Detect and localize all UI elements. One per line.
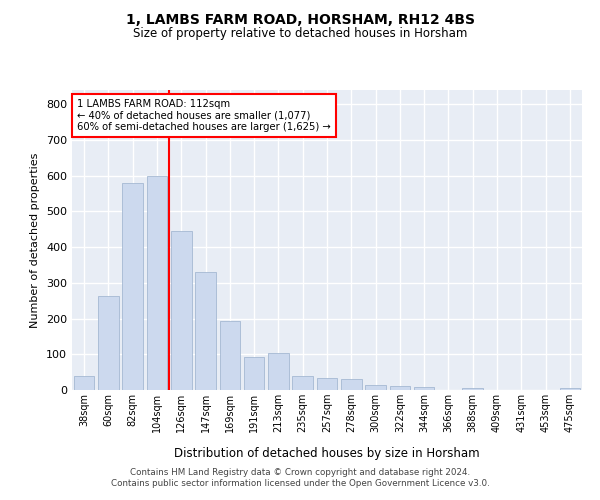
Bar <box>220 322 240 390</box>
Text: Contains HM Land Registry data © Crown copyright and database right 2024.
Contai: Contains HM Land Registry data © Crown c… <box>110 468 490 487</box>
Bar <box>365 384 386 390</box>
Text: Distribution of detached houses by size in Horsham: Distribution of detached houses by size … <box>174 448 480 460</box>
Bar <box>171 231 191 390</box>
Bar <box>98 296 119 390</box>
Text: 1, LAMBS FARM ROAD, HORSHAM, RH12 4BS: 1, LAMBS FARM ROAD, HORSHAM, RH12 4BS <box>125 12 475 26</box>
Bar <box>317 378 337 390</box>
Bar <box>414 387 434 390</box>
Bar <box>341 380 362 390</box>
Bar <box>74 376 94 390</box>
Bar <box>146 176 167 390</box>
Text: Size of property relative to detached houses in Horsham: Size of property relative to detached ho… <box>133 28 467 40</box>
Bar <box>389 386 410 390</box>
Text: 1 LAMBS FARM ROAD: 112sqm
← 40% of detached houses are smaller (1,077)
60% of se: 1 LAMBS FARM ROAD: 112sqm ← 40% of detac… <box>77 99 331 132</box>
Bar <box>292 376 313 390</box>
Bar <box>244 357 265 390</box>
Bar <box>463 388 483 390</box>
Bar <box>268 353 289 390</box>
Bar <box>195 272 216 390</box>
Bar <box>122 183 143 390</box>
Y-axis label: Number of detached properties: Number of detached properties <box>31 152 40 328</box>
Bar <box>560 388 580 390</box>
